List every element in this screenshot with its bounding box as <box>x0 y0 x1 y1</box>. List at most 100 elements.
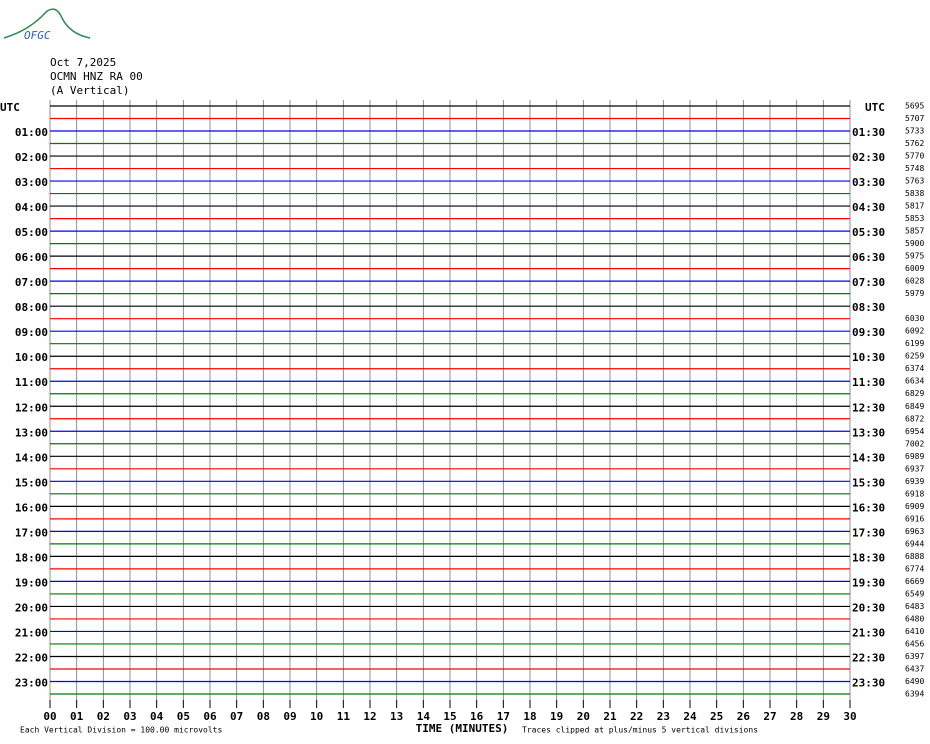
left-hour-label: 06:00 <box>15 251 48 264</box>
trace-count: 6009 <box>905 264 924 273</box>
x-tick-label: 28 <box>790 710 803 723</box>
trace-count: 5975 <box>905 252 924 261</box>
x-tick-label: 11 <box>337 710 351 723</box>
trace-count: 6939 <box>905 477 924 486</box>
trace-count: 5853 <box>905 214 924 223</box>
left-hour-label: 11:00 <box>15 376 48 389</box>
x-tick-label: 03 <box>123 710 136 723</box>
right-hour-label: 14:30 <box>852 451 885 464</box>
left-hour-label: 10:00 <box>15 351 48 364</box>
right-hour-label: 08:30 <box>852 301 885 314</box>
trace-count: 5979 <box>905 289 924 298</box>
trace-count: 6909 <box>905 502 924 511</box>
x-tick-label: 19 <box>550 710 563 723</box>
clip-note: Traces clipped at plus/minus 5 vertical … <box>522 726 758 735</box>
trace-count: 6954 <box>905 427 924 436</box>
right-hour-label: 11:30 <box>852 376 885 389</box>
right-hour-label: 02:30 <box>852 151 885 164</box>
trace-count: 6989 <box>905 452 924 461</box>
right-hour-label: 18:30 <box>852 551 885 564</box>
left-hour-label: 07:00 <box>15 276 48 289</box>
trace-count: 6410 <box>905 627 924 636</box>
left-hour-label: 16:00 <box>15 501 48 514</box>
x-tick-label: 16 <box>470 710 484 723</box>
logo: OFGC <box>24 29 51 42</box>
left-hour-label: 09:00 <box>15 326 48 339</box>
x-tick-label: 26 <box>737 710 751 723</box>
logo-arc <box>3 8 91 39</box>
right-hour-label: 03:30 <box>852 176 885 189</box>
right-hour-label: 16:30 <box>852 501 885 514</box>
left-hour-label: 17:00 <box>15 526 48 539</box>
left-hour-label: 05:00 <box>15 226 48 239</box>
left-hour-label: 18:00 <box>15 551 48 564</box>
right-hour-label: 13:30 <box>852 426 885 439</box>
trace-count: 6374 <box>905 364 924 373</box>
left-hour-label: 22:00 <box>15 651 48 664</box>
left-hour-label: 14:00 <box>15 451 48 464</box>
left-hour-label: 21:00 <box>15 626 48 639</box>
trace-count: 5770 <box>905 152 924 161</box>
x-tick-label: 12 <box>363 710 376 723</box>
trace-count: 6829 <box>905 389 924 398</box>
x-tick-label: 02 <box>97 710 110 723</box>
trace-count: 5838 <box>905 189 924 198</box>
right-hour-label: 12:30 <box>852 401 885 414</box>
right-hour-label: 09:30 <box>852 326 885 339</box>
trace-count: 6634 <box>905 377 924 386</box>
trace-count: 6480 <box>905 614 924 623</box>
x-tick-label: 17 <box>497 710 510 723</box>
left-hour-label: 12:00 <box>15 401 48 414</box>
right-hour-label: 15:30 <box>852 476 885 489</box>
left-hour-label: 04:00 <box>15 201 48 214</box>
right-hour-label: UTC <box>865 101 885 114</box>
trace-count: 5695 <box>905 102 924 111</box>
trace-count: 5733 <box>905 127 924 136</box>
x-tick-label: 22 <box>630 710 643 723</box>
right-hour-label: 20:30 <box>852 601 885 614</box>
right-hour-label: 05:30 <box>852 226 885 239</box>
trace-count: 6944 <box>905 539 924 548</box>
right-hour-label: 10:30 <box>852 351 885 364</box>
x-tick-label: 15 <box>443 710 456 723</box>
left-hour-label: 08:00 <box>15 301 48 314</box>
trace-count: 6028 <box>905 277 924 286</box>
trace-count: 7002 <box>905 439 924 448</box>
x-tick-label: 25 <box>710 710 723 723</box>
trace-count: 5762 <box>905 139 924 148</box>
x-tick-label: 29 <box>817 710 830 723</box>
trace-count: 6394 <box>905 690 924 699</box>
x-tick-label: 08 <box>257 710 270 723</box>
trace-count: 6199 <box>905 339 924 348</box>
left-hour-label: 02:00 <box>15 151 48 164</box>
trace-count: 6849 <box>905 402 924 411</box>
trace-count: 5707 <box>905 114 924 123</box>
x-tick-label: 27 <box>763 710 776 723</box>
right-hour-label: 07:30 <box>852 276 885 289</box>
trace-count: 6490 <box>905 677 924 686</box>
trace-count: 6259 <box>905 352 924 361</box>
station: OCMN HNZ RA 00 <box>50 70 143 83</box>
component: (A Vertical) <box>50 84 129 97</box>
trace-count: 6888 <box>905 552 924 561</box>
trace-count: 6872 <box>905 414 924 423</box>
trace-count: 6937 <box>905 464 924 473</box>
trace-count: 6456 <box>905 639 924 648</box>
left-hour-label: 23:00 <box>15 676 48 689</box>
trace-count: 6092 <box>905 327 924 336</box>
x-tick-label: 30 <box>843 710 856 723</box>
x-tick-label: 24 <box>683 710 697 723</box>
right-hour-label: 22:30 <box>852 651 885 664</box>
x-tick-label: 01 <box>70 710 84 723</box>
scale-note: Each Vertical Division = 100.00 microvol… <box>20 726 222 735</box>
left-hour-label: UTC <box>0 101 20 114</box>
x-axis-label: TIME (MINUTES) <box>416 722 509 735</box>
trace-count: 6918 <box>905 489 924 498</box>
trace-count: 6437 <box>905 664 924 673</box>
left-hour-label: 20:00 <box>15 601 48 614</box>
x-tick-label: 04 <box>150 710 164 723</box>
right-hour-label: 04:30 <box>852 201 885 214</box>
x-tick-label: 13 <box>390 710 403 723</box>
right-hour-label: 06:30 <box>852 251 885 264</box>
